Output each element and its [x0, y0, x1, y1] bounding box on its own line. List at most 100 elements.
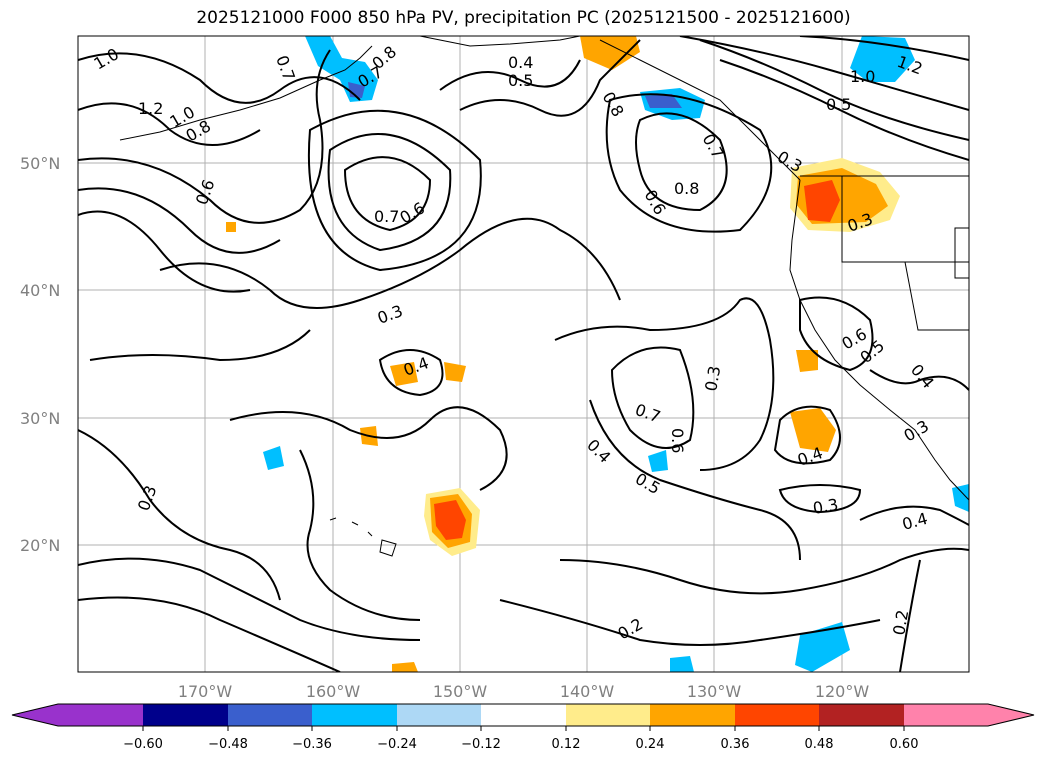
colorbar-segment: [397, 704, 481, 726]
contour-label: 0.4: [508, 53, 533, 72]
colorbar-segment: [228, 704, 312, 726]
contour-east-1: [635, 112, 728, 212]
contour-mid-1: [159, 217, 621, 309]
contour-south-1: [78, 429, 281, 601]
colorbar-segment: [312, 704, 397, 726]
contour-east-2: [605, 93, 773, 233]
coast-panhandle: [599, 39, 801, 181]
coast-west-us: [789, 179, 969, 501]
contour-label: 0.2: [889, 608, 912, 636]
map-title: 2025121000 F000 850 hPa PV, precipitatio…: [196, 8, 851, 28]
state-lines: [841, 176, 969, 331]
contour-subtrop-2: [589, 399, 801, 561]
colorbar-tick-label: 0.24: [636, 737, 665, 752]
lon-label: 120°W: [815, 682, 870, 701]
contour-label: 0.6: [397, 198, 429, 227]
contour-label: 0.3: [701, 364, 724, 392]
lon-label: 150°W: [433, 682, 488, 701]
colorbar-tick-label: 0.60: [890, 737, 919, 752]
contour-label: 1.0: [850, 67, 875, 86]
lat-label: 20°N: [20, 536, 60, 555]
contour-cal-3: [778, 484, 862, 514]
colorbar-segment: [143, 704, 228, 726]
contour-south-2: [78, 557, 421, 641]
contour-south-3: [78, 596, 341, 672]
colorbar-outline: [11, 703, 1035, 727]
contour-subtrop-3: [554, 297, 775, 471]
precip-negative-baja: [952, 484, 969, 512]
hawaii-islands: [329, 517, 397, 557]
precip-positive-bottom: [392, 662, 418, 672]
longitude-labels: 170°W 160°W 150°W 140°W 130°W 120°W: [178, 682, 870, 701]
contour-label: 0.7: [699, 131, 728, 163]
contour-east-6: [799, 36, 969, 61]
lon-label: 140°W: [560, 682, 615, 701]
precip-positive-subtropic-core: [434, 500, 466, 540]
colorbar-tick-label: −0.12: [461, 737, 501, 752]
contour-label: 0.6: [192, 177, 219, 207]
lon-label: 130°W: [687, 682, 742, 701]
precip-negative-south1: [795, 622, 850, 672]
lat-label: 50°N: [20, 154, 60, 173]
precip-negative-30n: [648, 450, 668, 472]
colorbar: −0.60 −0.48 −0.36 −0.24 −0.12 0.12 0.24 …: [11, 703, 1035, 752]
colorbar-extend-low: [12, 704, 143, 726]
contour-south-4: [559, 547, 969, 595]
contour-south-6: [859, 505, 969, 526]
contour-north-2: [78, 102, 261, 146]
precip-positive-small2: [444, 362, 466, 382]
contour-south-7: [899, 559, 921, 672]
contour-mid-4: [229, 406, 508, 491]
contour-label: 0.3: [811, 495, 839, 518]
precip-positive-bc: [580, 36, 640, 70]
contour-gulf-2: [459, 39, 641, 117]
contour-label: 0.6: [668, 428, 687, 453]
coast-alaska-peninsula: [119, 45, 373, 141]
plot-frame: [77, 35, 970, 673]
precip-negative-west: [263, 446, 284, 470]
colorbar-segment: [819, 704, 904, 726]
colorbar-tick-label: 0.48: [805, 737, 834, 752]
contour-mid-3: [378, 349, 444, 397]
contour-gulf-1: [439, 59, 581, 91]
colorbar-extend-high: [904, 704, 1034, 726]
contour-label: 0.8: [599, 89, 628, 121]
contour-label: 0.5: [826, 95, 851, 114]
lon-label: 160°W: [306, 682, 361, 701]
precip-negative-canada: [850, 36, 915, 82]
lon-label: 170°W: [178, 682, 233, 701]
precip-positive-small5: [226, 222, 236, 232]
contour-label: 0.4: [907, 360, 938, 392]
contour-cal-1: [799, 296, 874, 372]
colorbar-segment: [481, 704, 566, 726]
colorbar-segment: [566, 704, 650, 726]
contour-east-3: [699, 39, 969, 141]
colorbar-tick-label: −0.36: [292, 737, 332, 752]
contour-label: 0.4: [401, 353, 431, 380]
colorbar-segment: [650, 704, 735, 726]
colorbar-segment: [735, 704, 819, 726]
precip-positive-small1: [390, 362, 418, 386]
latitude-labels: 50°N 40°N 30°N 20°N: [20, 154, 60, 555]
contour-label: 0.4: [900, 509, 930, 534]
contour-low-ring3: [307, 109, 482, 272]
contour-north-1: [78, 52, 361, 104]
contour-label: 0.7: [374, 207, 399, 226]
colorbar-tick-label: −0.60: [123, 737, 163, 752]
contour-north-3: [78, 49, 331, 224]
precip-negative-south2: [670, 656, 694, 672]
contour-mid-5: [299, 449, 421, 621]
precip-positive-california: [790, 408, 836, 452]
contour-north-5: [78, 210, 251, 293]
contour-east-4: [719, 59, 969, 161]
pv-contours: [78, 36, 969, 672]
colorbar-tick-label: −0.48: [208, 737, 248, 752]
contour-mid-2: [89, 329, 311, 362]
precip-positive-small4: [796, 350, 818, 372]
contour-label: 1.0: [91, 44, 123, 73]
colorbar-ticks: [142, 726, 905, 731]
contour-low-ring2: [327, 133, 452, 252]
contour-label: 0.8: [674, 179, 699, 198]
precipitation-shading: [226, 36, 969, 672]
